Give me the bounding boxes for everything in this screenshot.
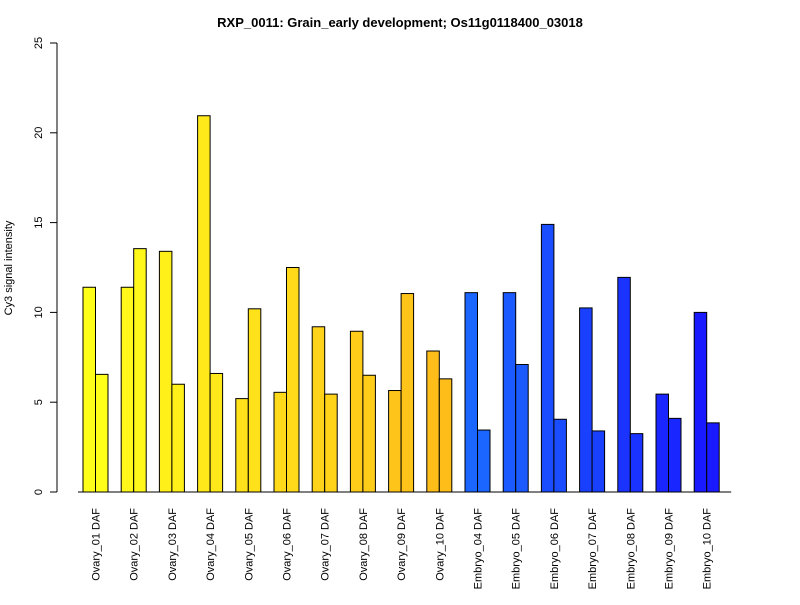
x-category-label: Ovary_09 DAF [396, 508, 408, 581]
bar-1 [540, 223, 555, 493]
bar-2 [324, 393, 338, 493]
y-axis: 0 5 10 15 20 25 [33, 37, 58, 495]
bar-2 [133, 248, 147, 493]
bar-1 [82, 286, 96, 493]
bar-1 [235, 398, 249, 493]
x-category-label: Embryo_04 DAF [473, 508, 485, 590]
bar-1 [426, 350, 440, 493]
x-category-label: Ovary_07 DAF [320, 508, 332, 581]
bar-2 [668, 417, 682, 493]
bar-2 [362, 374, 376, 493]
bar-2 [400, 293, 415, 493]
y-tick-label: 25 [33, 37, 45, 49]
category-labels: Ovary_01 DAF Ovary_02 DAF Ovary_03 DAF Ovar… [91, 508, 714, 590]
x-category-label: Embryo_06 DAF [549, 508, 561, 590]
x-category-label: Ovary_06 DAF [282, 508, 294, 581]
bar-2 [477, 429, 491, 493]
x-category-label: Ovary_03 DAF [167, 508, 179, 581]
x-category-label: Embryo_07 DAF [587, 508, 599, 590]
x-category-label: Ovary_05 DAF [243, 508, 255, 581]
x-category-label: Ovary_10 DAF [434, 508, 446, 581]
chart-title: RXP_0011: Grain_early development; Os11g… [217, 15, 583, 30]
bar-1 [158, 250, 173, 493]
y-tick-label: 0 [33, 489, 45, 495]
x-category-label: Ovary_02 DAF [129, 508, 141, 581]
bar-1 [579, 307, 593, 493]
x-category-label: Embryo_08 DAF [625, 508, 637, 590]
bar-1 [502, 292, 517, 493]
bar-2 [629, 433, 644, 493]
bar-2 [515, 363, 529, 493]
x-category-label: Ovary_04 DAF [205, 508, 217, 581]
bar-1 [655, 393, 669, 493]
bar-2 [209, 372, 224, 493]
y-tick-label: 15 [33, 216, 45, 228]
bar-1 [388, 390, 402, 493]
y-tick-label: 5 [33, 399, 45, 405]
bars-group [82, 115, 720, 493]
bar-2 [95, 373, 109, 493]
bar-1 [311, 326, 326, 493]
bar-1 [464, 292, 478, 493]
bar-1 [273, 391, 287, 493]
y-tick-label: 20 [33, 127, 45, 139]
bar-1 [349, 330, 364, 493]
bar-1 [197, 115, 211, 493]
x-category-label: Embryo_05 DAF [511, 508, 523, 590]
y-tick-label: 10 [33, 306, 45, 318]
bar-2 [591, 430, 606, 493]
bar-1 [120, 286, 135, 493]
x-category-label: Ovary_08 DAF [358, 508, 370, 581]
bar-2 [706, 422, 720, 493]
bar-1 [693, 311, 708, 493]
bar-2 [247, 308, 262, 493]
bar-2 [438, 378, 453, 493]
bar-2 [553, 418, 567, 493]
y-axis-label: Cy3 signal intensity [3, 220, 15, 315]
bar-2 [171, 383, 185, 493]
x-category-label: Embryo_10 DAF [702, 508, 714, 590]
bar-2 [286, 267, 300, 493]
bar-1 [617, 276, 631, 493]
x-category-label: Embryo_09 DAF [664, 508, 676, 590]
x-category-label: Ovary_01 DAF [91, 508, 103, 581]
